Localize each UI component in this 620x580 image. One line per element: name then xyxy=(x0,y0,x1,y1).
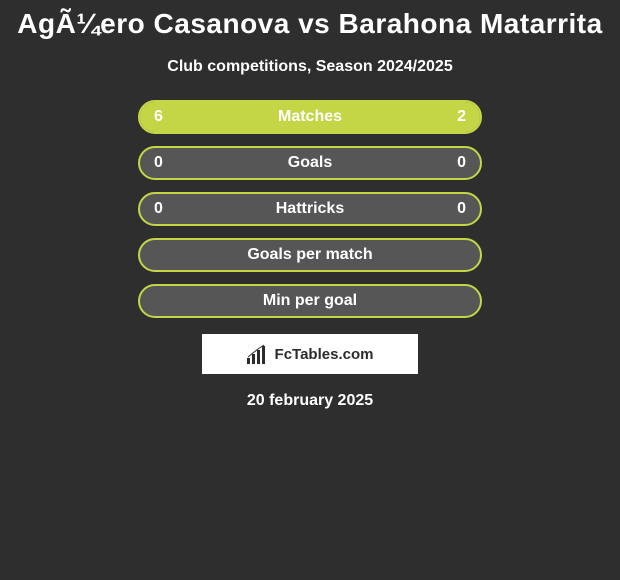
bar-goals-per-match: Goals per match xyxy=(138,238,482,272)
comparison-bars: S 6 Matches 2 0 Goals 0 0 Hattricks 0 Go… xyxy=(0,100,620,318)
bar-value-left: 0 xyxy=(154,200,163,218)
bar-value-left: 6 xyxy=(154,108,163,126)
bar-label: Matches xyxy=(278,108,342,126)
bar-min-per-goal: Min per goal xyxy=(138,284,482,318)
bar-label: Goals xyxy=(288,154,332,172)
bar-fill-left xyxy=(140,102,385,132)
bar-label: Goals per match xyxy=(247,246,372,264)
bar-value-right: 0 xyxy=(457,154,466,172)
page-title: AgÃ¼ero Casanova vs Barahona Matarrita xyxy=(0,0,620,40)
date: 20 february 2025 xyxy=(0,392,620,410)
bar-value-right: 2 xyxy=(457,108,466,126)
bar-value-left: 0 xyxy=(154,154,163,172)
bar-label: Min per goal xyxy=(263,292,357,310)
bar-matches: 6 Matches 2 xyxy=(138,100,482,134)
bar-chart-icon xyxy=(247,344,269,364)
bar-hattricks: 0 Hattricks 0 xyxy=(138,192,482,226)
fctables-logo: FcTables.com xyxy=(202,334,418,374)
bar-value-right: 0 xyxy=(457,200,466,218)
subtitle: Club competitions, Season 2024/2025 xyxy=(0,58,620,76)
bar-label: Hattricks xyxy=(276,200,344,218)
logo-text: FcTables.com xyxy=(275,346,374,363)
bar-goals: 0 Goals 0 xyxy=(138,146,482,180)
